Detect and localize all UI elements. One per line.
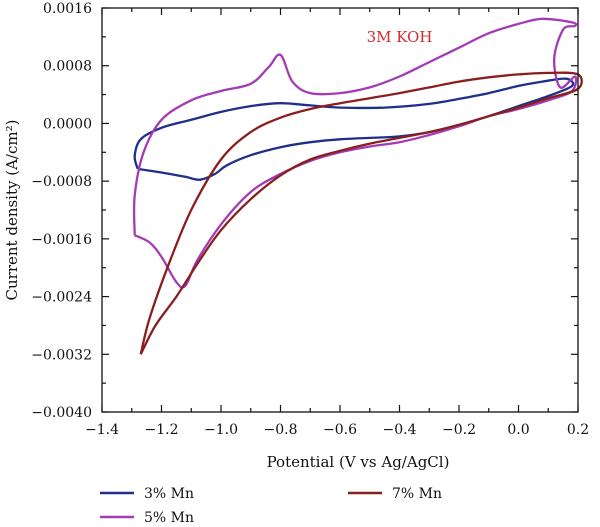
x-tick-label: −0.4: [383, 422, 417, 438]
series-line-2: [139, 71, 583, 355]
x-tick-label: 0.0: [507, 422, 529, 438]
series-line-0: [133, 77, 575, 181]
plot-frame: [101, 7, 579, 413]
y-tick-label: 0.0000: [43, 116, 92, 132]
legend: 3% Mn 5% Mn 7% Mn: [100, 486, 442, 526]
y-tick-label: 0.0008: [43, 59, 92, 75]
y-tick-label: −0.0032: [31, 347, 92, 363]
cv-curves: [132, 17, 583, 355]
y-tick-label: −0.0040: [31, 405, 92, 421]
x-tick-label: −0.2: [442, 422, 476, 438]
y-tick-label: −0.0008: [31, 174, 92, 190]
x-tick-label: −0.8: [264, 422, 298, 438]
electrolyte-annotation: 3M KOH: [367, 28, 433, 46]
legend-label-3mn: 3% Mn: [144, 486, 194, 502]
y-tick-label: −0.0016: [31, 232, 92, 248]
axis-ticks: [101, 7, 579, 413]
x-tick-label: 0.2: [567, 422, 589, 438]
legend-label-7mn: 7% Mn: [392, 486, 442, 502]
y-tick-label: 0.0016: [43, 1, 92, 17]
x-axis-title: Potential (V vs Ag/AgCl): [267, 453, 450, 471]
axis-tick-labels: −1.4 −1.2 −1.0 −0.8 −0.6 −0.4 −0.2 0.0 0.2 −0.004…: [31, 1, 589, 438]
y-tick-label: −0.0024: [31, 290, 92, 306]
x-tick-label: −1.0: [204, 422, 238, 438]
x-tick-label: −1.4: [85, 422, 119, 438]
y-axis-title: Current density (A/cm²): [3, 120, 21, 301]
x-tick-label: −0.6: [323, 422, 357, 438]
series-line-1: [132, 17, 578, 289]
x-tick-label: −1.2: [145, 422, 179, 438]
legend-label-5mn: 5% Mn: [144, 510, 194, 526]
